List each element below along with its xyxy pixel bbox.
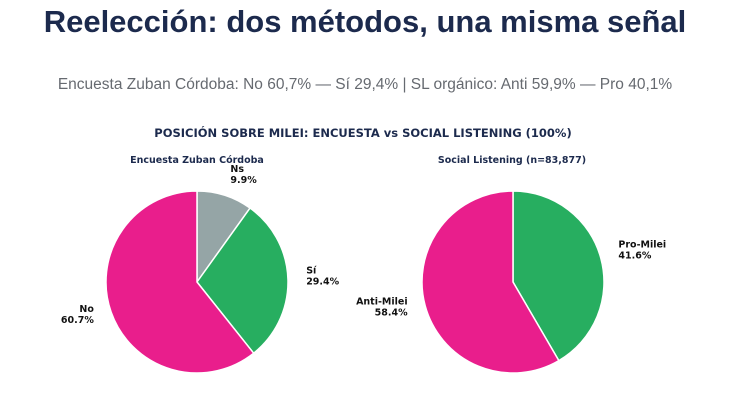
pie-label-social-listening-pro-milei: Pro-Milei 41.6% (618, 240, 666, 262)
pie-title-survey: Encuesta Zuban Córdoba (130, 155, 264, 166)
pie-title-social-listening: Social Listening (n=83,877) (438, 155, 586, 166)
pie-slice-survey-no (105, 190, 255, 374)
pie-label-survey-no: No 60.7% (61, 304, 94, 326)
pie-chart-survey: Encuesta Zuban Córdoba Ns 9.9% Sí 29.4% No 60… (61, 155, 340, 374)
pie-chart-social-listening: Social Listening (n=83,877) Pro-Milei 41.… (356, 155, 666, 374)
slide-subtitle: Encuesta Zuban Córdoba: No 60,7% — Sí 29… (57, 76, 673, 93)
pie-slice-social-listening-pro-milei (512, 190, 605, 362)
pie-label-survey-ns: Ns 9.9% (230, 164, 257, 186)
pie-slice-survey-si (196, 206, 289, 355)
chart-suptitle: POSICIÓN SOBRE MILEI: ENCUESTA vs SOCIAL… (154, 125, 571, 140)
pie-label-social-listening-anti-milei: Anti-Milei 58.4% (356, 297, 408, 319)
pie-label-survey-si: Sí 29.4% (306, 265, 339, 287)
pie-slice-social-listening-anti-milei (421, 190, 560, 374)
slide-title: Reelección: dos métodos, una misma señal (43, 4, 687, 39)
